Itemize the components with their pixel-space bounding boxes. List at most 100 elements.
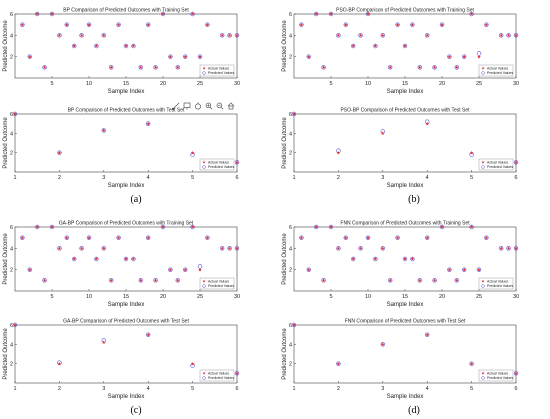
x-tick-label: 25 — [197, 294, 203, 300]
x-tick-label: 2 — [58, 386, 61, 392]
actual-point: ★ — [329, 12, 334, 18]
predicted-point — [153, 278, 158, 283]
actual-point: ★ — [477, 267, 482, 273]
legend-predicted-marker — [202, 376, 206, 380]
predicted-point — [306, 267, 311, 272]
x-tick-label: 4 — [426, 386, 429, 392]
predicted-point — [476, 267, 482, 272]
predicted-point — [20, 235, 25, 240]
magnifier-lens — [205, 102, 212, 109]
actual-point: ★ — [477, 54, 482, 60]
predicted-point — [365, 11, 371, 17]
actual-point: ★ — [410, 257, 415, 263]
x-tick-label: 10 — [86, 294, 92, 300]
predicted-point — [57, 360, 62, 365]
y-tick-label: 4 — [10, 342, 13, 348]
predicted-point — [153, 65, 158, 70]
home-roof — [227, 102, 235, 107]
actual-point: ★ — [381, 131, 386, 137]
x-tick-label: 5 — [329, 294, 332, 300]
predicted-point — [291, 322, 297, 328]
actual-point: ★ — [109, 278, 114, 284]
chart-title: BP Comparison of Predicted Outcomes with… — [63, 8, 189, 14]
actual-point: ★ — [307, 54, 312, 60]
predicted-point — [123, 256, 129, 262]
actual-point: ★ — [235, 246, 240, 252]
actual-point: ★ — [292, 323, 297, 329]
y-tick-label: 2 — [289, 151, 292, 157]
legend-actual-label: Actual Values — [487, 279, 508, 283]
actual-point: ★ — [235, 160, 240, 166]
y-axis-label: Predicted Outcome — [282, 328, 288, 380]
y-tick-label: 4 — [289, 342, 292, 348]
x-tick-label: 10 — [365, 81, 371, 87]
y-tick-label: 4 — [10, 246, 13, 252]
predicted-point — [101, 338, 107, 343]
actual-point: ★ — [94, 257, 99, 263]
actual-point: ★ — [336, 150, 341, 156]
actual-point: ★ — [329, 225, 334, 231]
chart-8: FNN Comparison of Predicted Outcomes wit… — [282, 319, 519, 401]
home-body — [228, 105, 234, 110]
actual-point: ★ — [418, 65, 423, 71]
actual-point: ★ — [139, 278, 144, 284]
actual-point: ★ — [124, 44, 129, 50]
actual-point: ★ — [102, 128, 107, 134]
predicted-point — [79, 33, 84, 38]
predicted-point — [146, 22, 151, 27]
predicted-point — [336, 246, 341, 251]
actual-point: ★ — [410, 22, 415, 28]
actual-point: ★ — [102, 340, 107, 346]
caption-b: (b) — [408, 194, 420, 205]
actual-point: ★ — [65, 22, 70, 28]
x-tick-label: 2 — [58, 175, 61, 181]
actual-point: ★ — [235, 33, 240, 39]
actual-point: ★ — [146, 22, 151, 28]
legend-actual-label: Actual Values — [487, 160, 508, 164]
y-tick-label: 6 — [289, 112, 292, 118]
predicted-point — [513, 160, 519, 165]
legend-predicted-label: Predicted Values — [487, 71, 513, 75]
actual-point: ★ — [432, 278, 437, 284]
legend-predicted-marker — [202, 284, 206, 288]
x-tick-label: 6 — [235, 386, 238, 392]
predicted-point — [94, 256, 99, 262]
actual-point: ★ — [440, 225, 445, 231]
y-axis-label: Predicted Outcome — [282, 117, 288, 169]
predicted-point — [439, 224, 445, 230]
predicted-point — [402, 43, 408, 49]
legend-box — [199, 369, 235, 382]
y-tick-label: 4 — [289, 246, 292, 252]
predicted-point — [439, 22, 445, 27]
predicted-point — [314, 11, 319, 17]
chart-4: PSO-BP Comparison of Predicted Outcomes … — [282, 108, 519, 190]
predicted-point — [220, 33, 225, 38]
predicted-point — [358, 246, 363, 251]
actual-point: ★ — [168, 54, 173, 60]
predicted-point — [20, 22, 25, 27]
predicted-point — [146, 332, 151, 337]
x-tick-label: 30 — [234, 81, 240, 87]
legend-actual-marker: ★ — [202, 371, 206, 376]
actual-point: ★ — [514, 33, 519, 39]
chart-title: PSO-BP Comparison of Predicted Outcomes … — [336, 8, 474, 14]
predicted-point — [462, 267, 467, 272]
legend-actual-marker: ★ — [481, 371, 485, 376]
predicted-point — [116, 235, 121, 240]
actual-point: ★ — [395, 235, 400, 241]
predicted-point — [101, 246, 107, 251]
y-tick-label: 2 — [10, 268, 13, 274]
legend-box — [478, 64, 514, 77]
x-tick-label: 3 — [381, 175, 384, 181]
actual-point: ★ — [336, 246, 341, 252]
x-tick-label: 3 — [102, 175, 105, 181]
actual-point: ★ — [198, 267, 203, 273]
y-tick-label: 6 — [10, 112, 13, 118]
actual-point: ★ — [13, 112, 18, 118]
legend-actual-marker: ★ — [481, 66, 485, 71]
legend-actual-label: Actual Values — [487, 371, 508, 375]
y-tick-label: 4 — [10, 33, 13, 39]
caption-d: (d) — [408, 405, 420, 416]
legend-predicted-label: Predicted Values — [208, 284, 234, 288]
actual-point: ★ — [13, 323, 18, 329]
